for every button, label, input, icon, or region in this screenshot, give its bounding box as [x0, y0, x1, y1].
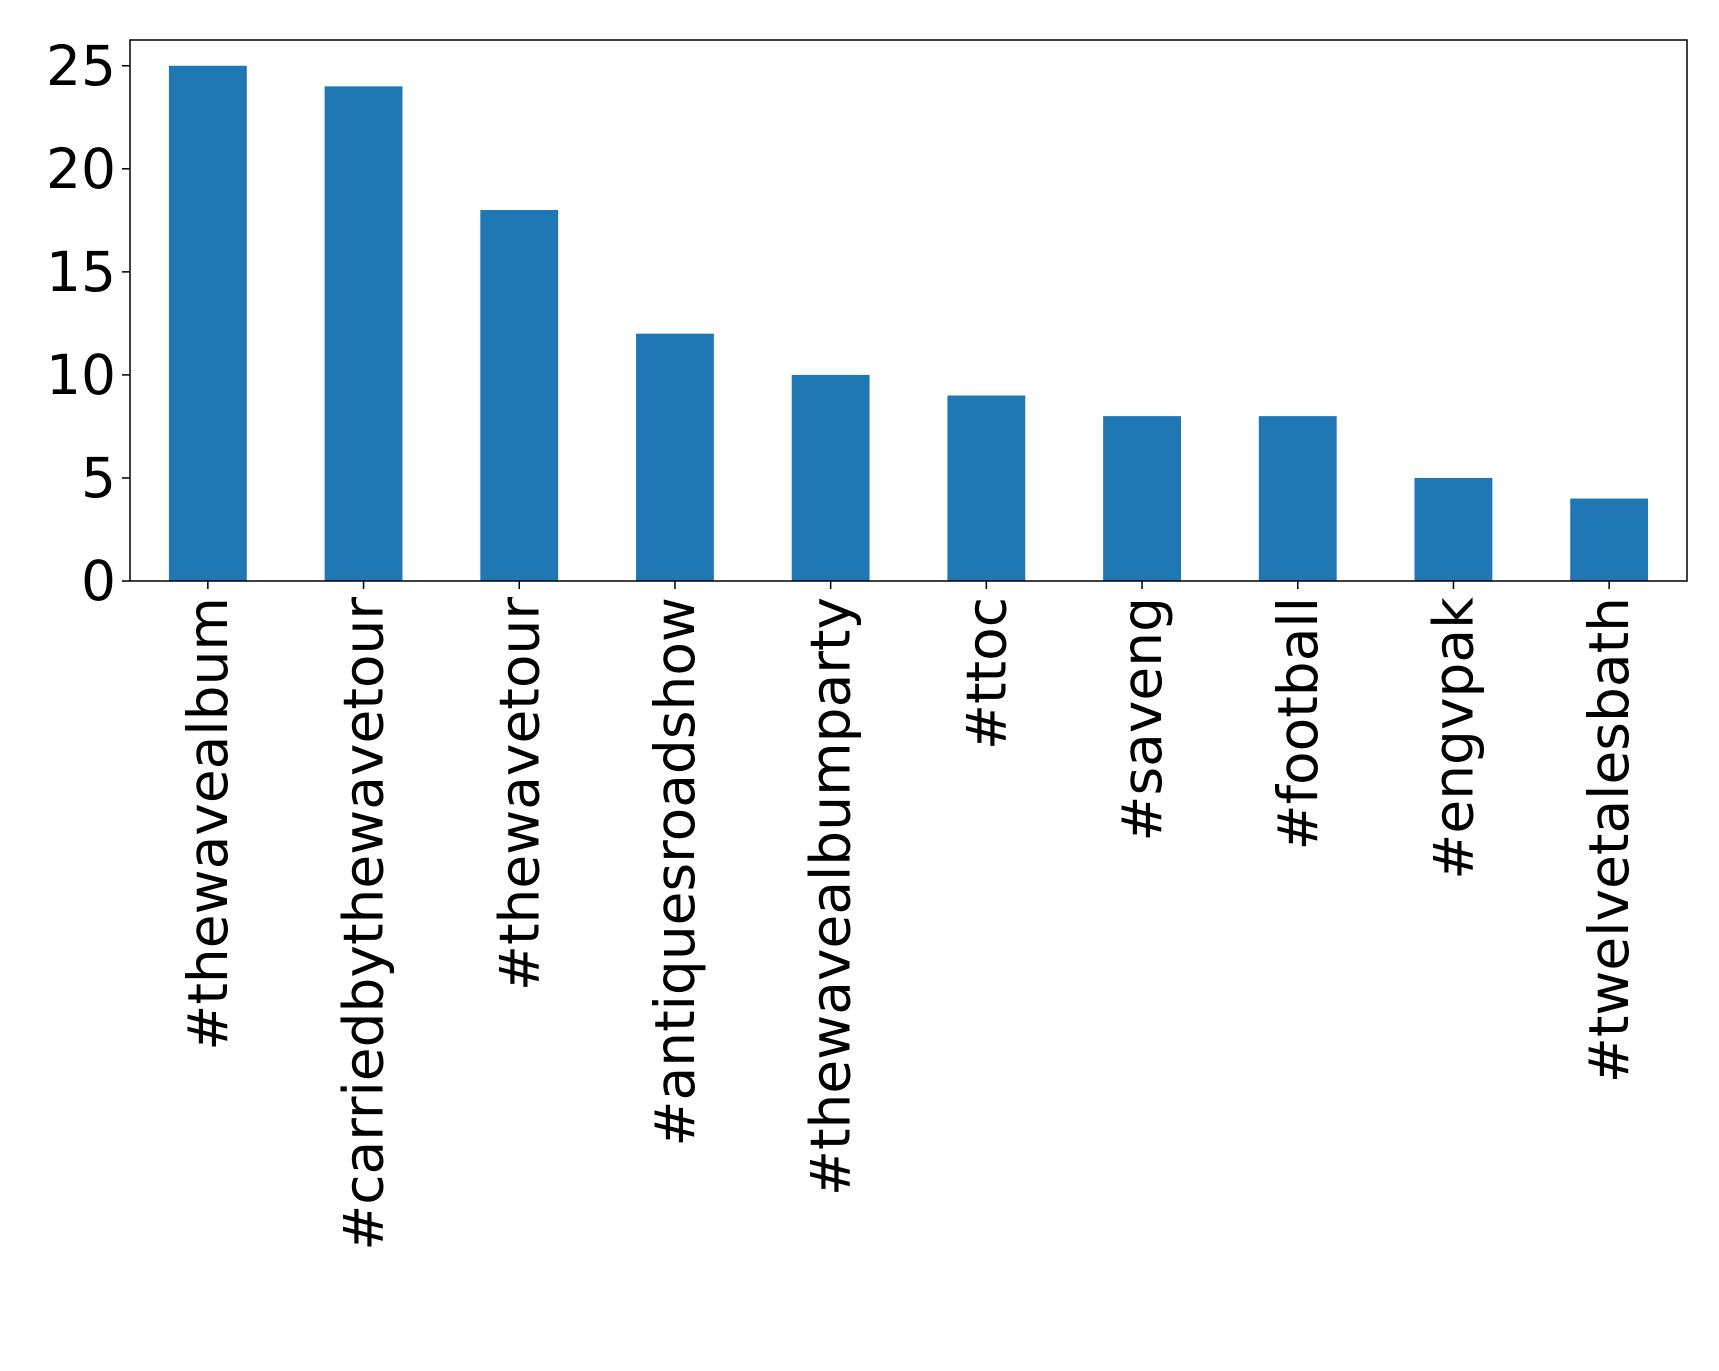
x-axis: #thewavealbum #carriedbythewavetour #thewa… [176, 581, 1641, 1251]
bar-5 [947, 395, 1026, 581]
x-tick-label-6: #saveng [1110, 597, 1174, 842]
plot-frame [129, 39, 1688, 582]
x-tick-label-2: #thewavetour [487, 597, 551, 991]
bar-8 [1414, 477, 1493, 581]
y-tick-label-4: 20 [46, 137, 116, 201]
x-tick-label-4: #thewavealbumparty [799, 597, 863, 1196]
bar-7 [1258, 416, 1337, 581]
x-tick-label-1: #carriedbythewavetour [332, 597, 396, 1251]
bar-6 [1103, 416, 1181, 581]
x-tick-label-3: #antiquesroadshow [643, 597, 707, 1147]
y-tick-label-5: 25 [46, 34, 116, 98]
x-tick-label-7: #football [1266, 597, 1330, 851]
x-tick-label-8: #engvpak [1421, 597, 1485, 880]
bar-4 [791, 374, 870, 581]
y-tick-label-1: 5 [81, 446, 116, 510]
x-tick-label-9: #twelvetalesbath [1577, 597, 1641, 1083]
bar-1 [324, 86, 403, 582]
bar-2 [480, 210, 559, 581]
x-tick-label-5: #ttoc [954, 597, 1018, 750]
y-tick-label-3: 15 [46, 240, 116, 304]
bar-9 [1570, 498, 1649, 581]
bar-0 [168, 65, 247, 581]
y-axis: 0 5 10 15 20 25 [46, 34, 130, 613]
bar-3 [636, 333, 714, 581]
bars-layer [168, 65, 1649, 582]
y-tick-label-0: 0 [81, 549, 116, 613]
y-tick-label-2: 10 [46, 343, 116, 407]
x-tick-label-0: #thewavealbum [176, 597, 240, 1051]
